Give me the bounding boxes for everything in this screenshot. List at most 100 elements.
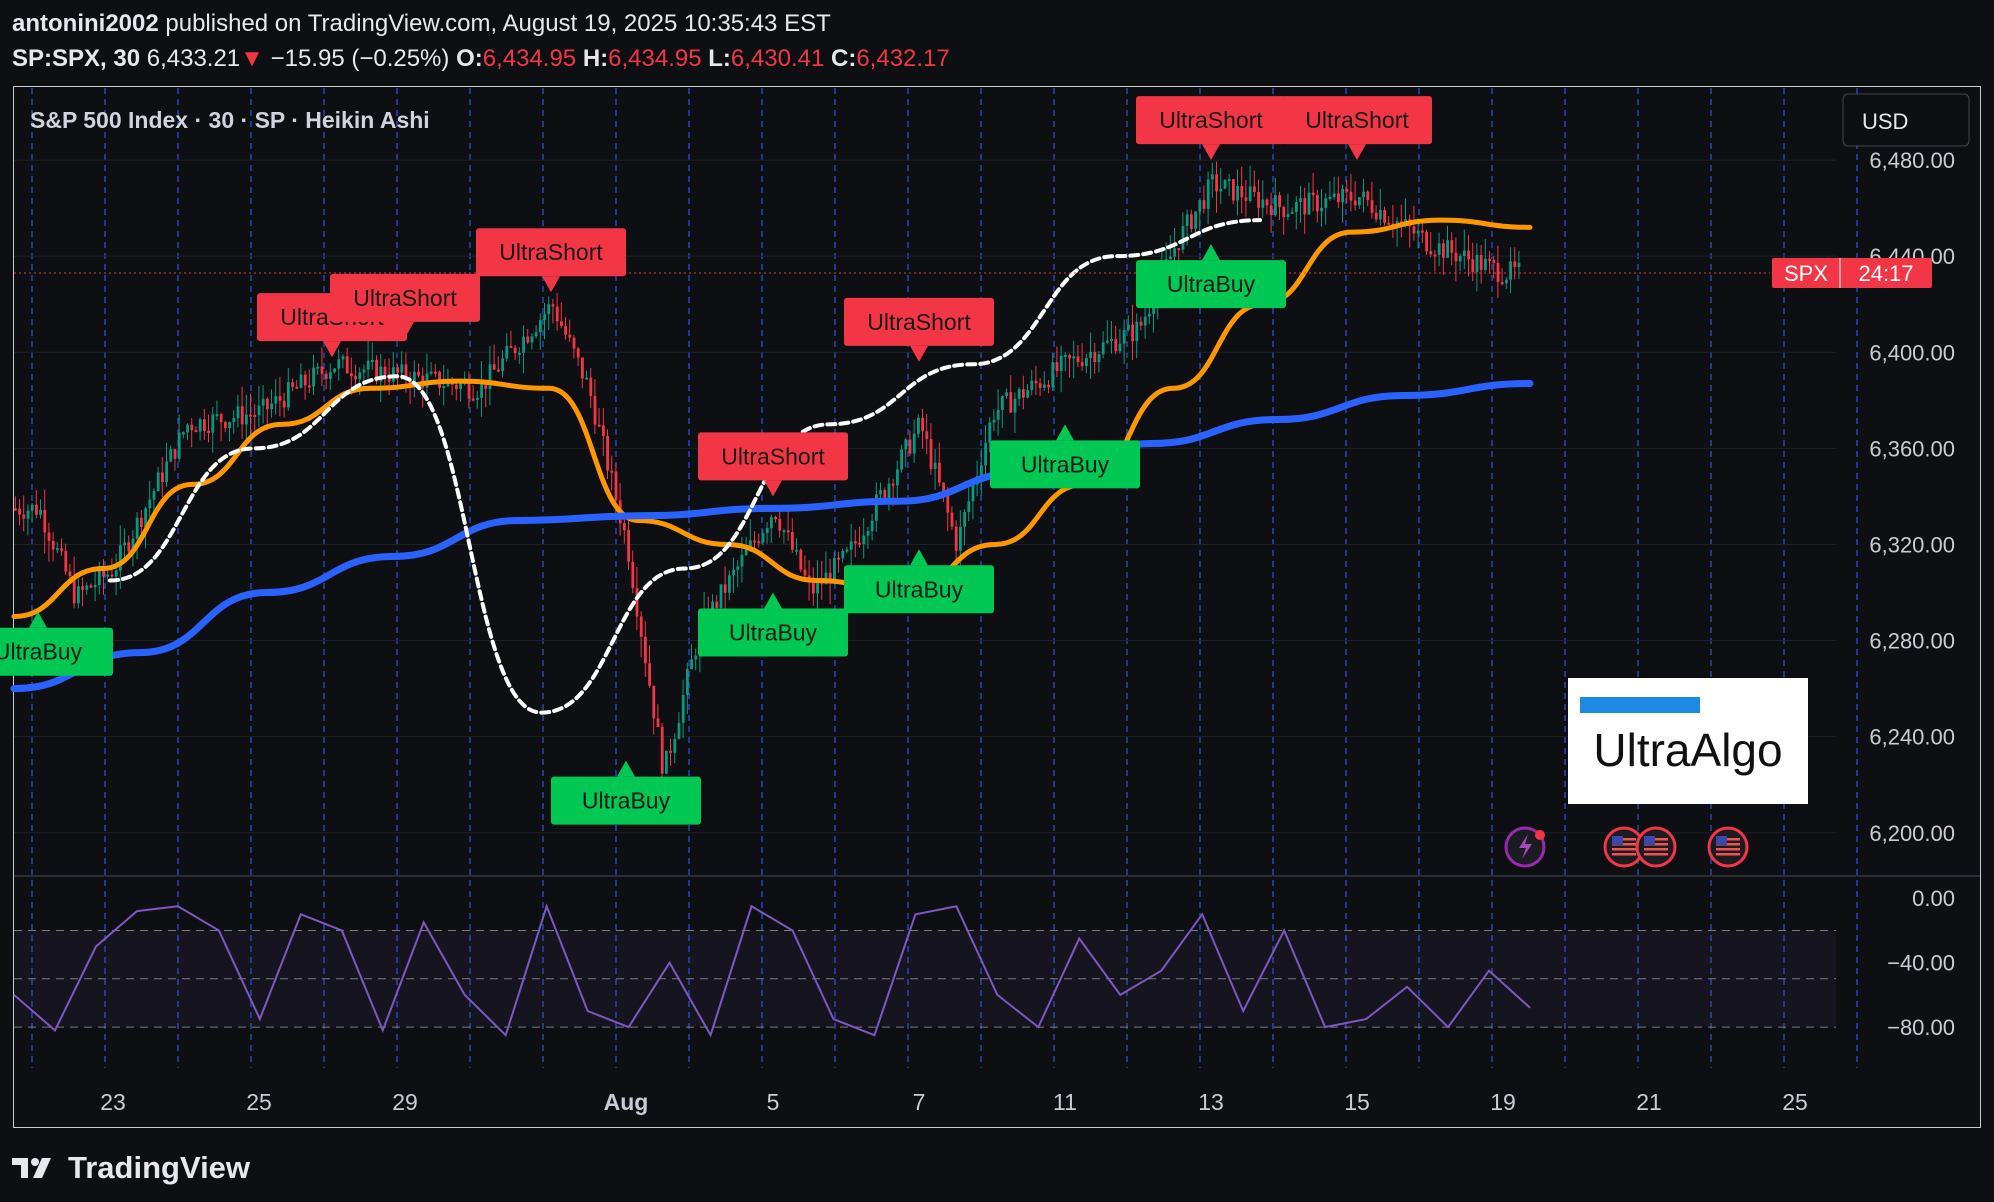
candle-body bbox=[1446, 240, 1449, 258]
price-tick-label: 6,400.00 bbox=[1869, 340, 1955, 365]
candle-body bbox=[1034, 380, 1038, 384]
us-flag-event-icon bbox=[1635, 826, 1677, 868]
candle-body bbox=[350, 373, 353, 377]
candle-body bbox=[652, 685, 656, 719]
candle-body bbox=[1286, 213, 1290, 218]
candle-body bbox=[1450, 240, 1454, 253]
time-tick-label: Aug bbox=[604, 1089, 649, 1115]
candle-body bbox=[1500, 282, 1504, 285]
candle-body bbox=[152, 491, 156, 500]
candle-body bbox=[1232, 179, 1235, 201]
candle-body bbox=[308, 385, 311, 388]
candle-body bbox=[870, 520, 874, 532]
signal-label: UltraBuy bbox=[551, 760, 701, 825]
candle-body bbox=[98, 568, 101, 585]
candle-body bbox=[30, 504, 34, 511]
candle-body bbox=[236, 406, 240, 419]
candle-body bbox=[1320, 207, 1323, 212]
flag-canton-icon bbox=[1716, 836, 1727, 845]
flag-canton-icon bbox=[1612, 836, 1623, 845]
candle-body bbox=[988, 422, 992, 443]
watermark-text: UltraAlgo bbox=[1593, 724, 1782, 776]
candle-body bbox=[379, 366, 383, 382]
candle-body bbox=[211, 414, 215, 433]
candle-body bbox=[938, 462, 941, 483]
candle-body bbox=[1055, 362, 1059, 372]
candle-body bbox=[576, 348, 580, 358]
candle-body bbox=[144, 508, 147, 528]
candle-body bbox=[744, 549, 748, 556]
candle-body bbox=[602, 425, 605, 436]
candle-body bbox=[879, 490, 882, 495]
candle-body bbox=[992, 419, 996, 423]
candle-body bbox=[127, 542, 131, 552]
candle-body bbox=[786, 530, 790, 533]
candle-body bbox=[337, 359, 341, 369]
candle-body bbox=[1311, 192, 1315, 196]
candle-body bbox=[329, 372, 332, 379]
candle-body bbox=[631, 561, 635, 589]
flag-stripe-icon bbox=[1612, 838, 1636, 841]
candle-body bbox=[215, 414, 219, 417]
candle-body bbox=[287, 382, 290, 408]
author[interactable]: antonini2002 bbox=[12, 10, 159, 37]
candle-body bbox=[1404, 219, 1407, 223]
candle-body bbox=[488, 364, 492, 389]
candle-body bbox=[1097, 354, 1101, 363]
candle-body bbox=[278, 396, 282, 401]
signal-box bbox=[698, 432, 848, 481]
candle-body bbox=[1505, 279, 1508, 284]
indicator-line-2 bbox=[10, 380, 1534, 693]
candle-body bbox=[161, 472, 164, 483]
candle-body bbox=[400, 364, 404, 373]
candle-body bbox=[1202, 200, 1206, 209]
candle-body bbox=[1316, 195, 1319, 212]
signal-pointer bbox=[1202, 144, 1220, 161]
candle-body bbox=[471, 398, 475, 401]
chart-frame bbox=[13, 86, 1981, 1128]
candle-body bbox=[1496, 262, 1500, 283]
candle-body bbox=[1299, 198, 1302, 203]
high-value: 6,434.95 bbox=[608, 45, 702, 72]
candle-body bbox=[1110, 338, 1113, 341]
candle-body bbox=[1085, 358, 1088, 367]
candle-body bbox=[1059, 355, 1063, 372]
flag-stripe-icon bbox=[1644, 838, 1668, 841]
chart-legend: S&P 500 Index · 30 · SP · Heikin Ashi bbox=[30, 107, 430, 133]
candle-body bbox=[946, 494, 950, 513]
currency-button[interactable]: USD bbox=[1842, 93, 1970, 147]
signal-pointer bbox=[1056, 424, 1074, 441]
candle-body bbox=[1101, 342, 1105, 355]
candle-body bbox=[1017, 389, 1021, 399]
candle-body bbox=[1479, 254, 1483, 270]
close-label: C: bbox=[831, 45, 857, 72]
candle-body bbox=[568, 334, 572, 338]
candle-body bbox=[14, 508, 17, 511]
tradingview-brand[interactable]: TradingView bbox=[68, 1150, 251, 1185]
candle-body bbox=[1005, 392, 1008, 397]
candle-body bbox=[442, 386, 446, 389]
candle-body bbox=[1345, 188, 1349, 192]
lightning-glyph-icon bbox=[1519, 834, 1532, 859]
candle-body bbox=[43, 509, 47, 533]
signal-label: UltraBuy bbox=[698, 592, 848, 657]
candle-body bbox=[345, 356, 349, 374]
candle-body bbox=[1219, 188, 1223, 192]
candle-body bbox=[1114, 338, 1118, 352]
candle-body bbox=[1358, 197, 1361, 206]
candle-body bbox=[862, 535, 866, 545]
flag-stripe-icon bbox=[1612, 843, 1636, 846]
candle-body bbox=[799, 549, 803, 570]
candle-body bbox=[39, 509, 42, 515]
candle-body bbox=[1458, 255, 1462, 262]
candle-body bbox=[81, 586, 84, 590]
candle-body bbox=[253, 414, 257, 417]
candle-body bbox=[484, 381, 488, 389]
indicator-line-3 bbox=[108, 218, 1262, 715]
candle-body bbox=[434, 371, 437, 374]
candle-body bbox=[1437, 243, 1441, 255]
candle-body bbox=[837, 557, 840, 560]
candle-body bbox=[492, 364, 496, 370]
candle-body bbox=[1253, 186, 1256, 193]
